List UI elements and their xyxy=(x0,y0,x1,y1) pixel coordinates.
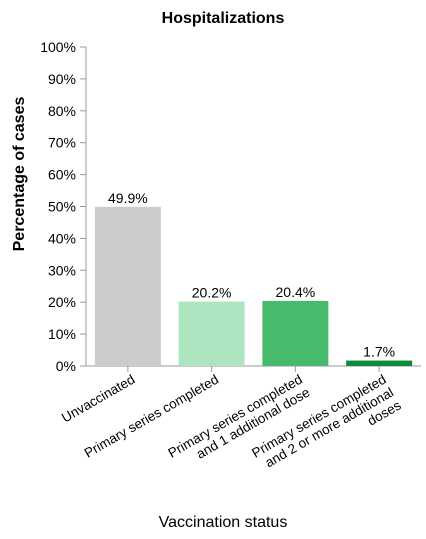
category-label-line: Unvaccinated xyxy=(59,372,137,426)
bar xyxy=(178,301,245,366)
y-tick-label: 90% xyxy=(48,71,76,87)
y-tick-label: 20% xyxy=(48,294,76,310)
y-tick-label: 80% xyxy=(48,103,76,119)
y-tick-label: 100% xyxy=(40,39,76,55)
y-tick-label: 40% xyxy=(48,230,76,246)
y-tick-label: 10% xyxy=(48,326,76,342)
x-axis-ticks xyxy=(127,366,380,372)
category-label: Unvaccinated xyxy=(59,372,137,426)
data-label: 20.4% xyxy=(276,284,316,300)
bars xyxy=(94,206,413,366)
data-label: 1.7% xyxy=(363,344,395,360)
data-label: 49.9% xyxy=(108,190,148,206)
data-label: 20.2% xyxy=(192,285,232,301)
y-tick-label: 50% xyxy=(48,199,76,215)
y-axis-title: Percentage of cases xyxy=(11,97,28,252)
x-axis-title: Vaccination status xyxy=(159,514,288,531)
y-axis-ticks: 0% 10% 20% 30% 40% 50% 60% 70% 80% 90% 100% xyxy=(40,39,86,374)
bar xyxy=(346,360,413,366)
y-tick-label: 0% xyxy=(56,358,76,374)
y-tick-label: 30% xyxy=(48,262,76,278)
y-tick-label: 60% xyxy=(48,167,76,183)
bar xyxy=(262,300,329,366)
y-tick-label: 70% xyxy=(48,135,76,151)
bar xyxy=(94,206,161,366)
data-labels: 49.9% 20.2% 20.4% 1.7% xyxy=(108,190,395,360)
chart-title: Hospitalizations xyxy=(162,10,285,27)
